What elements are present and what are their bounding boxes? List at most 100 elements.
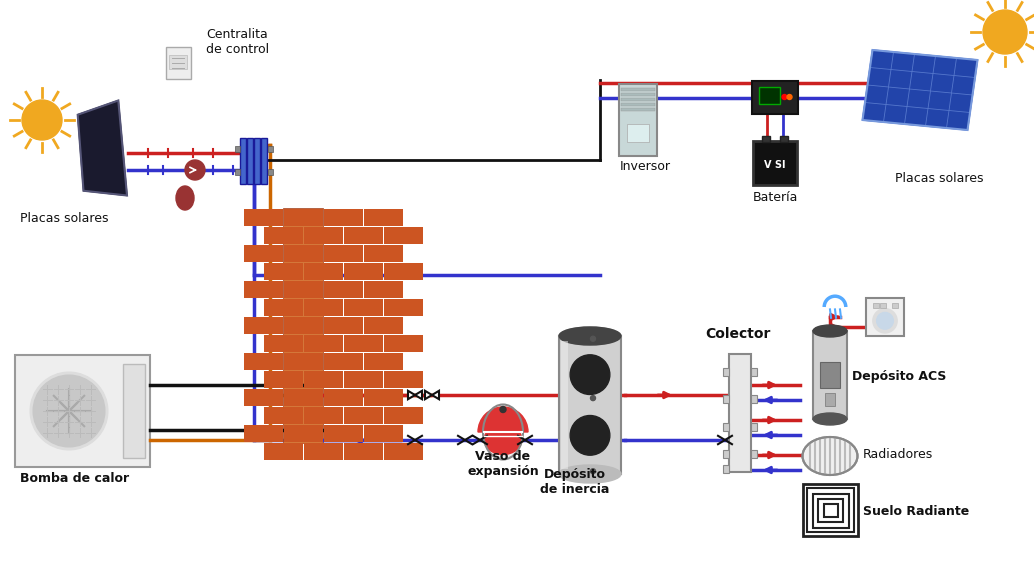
Bar bbox=[304, 371, 342, 388]
Circle shape bbox=[570, 416, 610, 455]
Bar bbox=[304, 299, 342, 316]
Bar bbox=[759, 87, 780, 103]
Bar bbox=[880, 303, 886, 308]
Bar bbox=[723, 423, 729, 431]
Bar bbox=[324, 208, 363, 226]
Bar bbox=[324, 352, 363, 369]
Bar bbox=[243, 424, 282, 441]
Circle shape bbox=[590, 336, 596, 341]
Text: Depósito ACS: Depósito ACS bbox=[852, 370, 946, 383]
Bar bbox=[283, 280, 323, 297]
Bar bbox=[813, 331, 847, 419]
Text: Placas solares: Placas solares bbox=[895, 172, 983, 185]
Bar bbox=[261, 138, 267, 184]
Ellipse shape bbox=[559, 465, 621, 483]
Bar bbox=[324, 244, 363, 262]
Bar bbox=[283, 388, 323, 405]
Ellipse shape bbox=[813, 325, 847, 337]
Bar bbox=[324, 280, 363, 297]
Bar bbox=[283, 244, 323, 262]
Ellipse shape bbox=[483, 404, 523, 460]
Bar bbox=[559, 336, 621, 474]
Bar bbox=[264, 299, 303, 316]
Bar bbox=[304, 227, 342, 243]
Bar bbox=[621, 108, 655, 111]
Bar bbox=[384, 371, 423, 388]
Bar bbox=[723, 368, 729, 376]
Ellipse shape bbox=[559, 327, 621, 345]
Bar bbox=[243, 208, 282, 226]
Circle shape bbox=[873, 309, 898, 333]
Circle shape bbox=[500, 407, 506, 412]
Bar bbox=[304, 335, 342, 352]
Wedge shape bbox=[478, 407, 528, 432]
Polygon shape bbox=[408, 391, 415, 399]
Bar bbox=[621, 103, 655, 106]
Bar bbox=[264, 263, 303, 279]
Bar bbox=[264, 443, 303, 460]
Bar bbox=[264, 335, 303, 352]
Bar bbox=[243, 316, 282, 333]
Bar bbox=[283, 316, 323, 333]
Bar bbox=[170, 55, 187, 70]
Bar bbox=[753, 141, 797, 185]
Bar bbox=[561, 341, 568, 469]
Text: Depósito
de inercia: Depósito de inercia bbox=[541, 468, 610, 496]
Bar bbox=[627, 123, 649, 142]
Ellipse shape bbox=[484, 424, 522, 455]
Polygon shape bbox=[425, 391, 432, 399]
Bar bbox=[780, 136, 788, 142]
Bar bbox=[264, 371, 303, 388]
Bar bbox=[723, 465, 729, 473]
Polygon shape bbox=[78, 100, 127, 195]
Bar bbox=[243, 388, 282, 405]
Circle shape bbox=[30, 372, 108, 450]
Bar bbox=[343, 335, 383, 352]
Bar bbox=[264, 407, 303, 424]
Circle shape bbox=[787, 94, 792, 99]
Bar bbox=[16, 355, 150, 467]
Bar bbox=[820, 362, 841, 388]
Text: Placas solares: Placas solares bbox=[20, 212, 109, 225]
Bar bbox=[891, 303, 898, 308]
Circle shape bbox=[590, 396, 596, 401]
Bar bbox=[364, 280, 402, 297]
Bar bbox=[384, 407, 423, 424]
Bar bbox=[751, 395, 757, 403]
Ellipse shape bbox=[802, 437, 857, 475]
Bar bbox=[283, 352, 323, 369]
Circle shape bbox=[22, 100, 62, 140]
Bar bbox=[384, 227, 423, 243]
Bar bbox=[264, 227, 303, 243]
Bar bbox=[343, 263, 383, 279]
Text: Suelo Radiante: Suelo Radiante bbox=[863, 505, 969, 518]
Bar bbox=[384, 443, 423, 460]
Ellipse shape bbox=[176, 186, 194, 210]
Bar bbox=[283, 208, 323, 443]
Bar bbox=[166, 47, 191, 79]
Circle shape bbox=[590, 469, 596, 474]
Bar bbox=[619, 84, 657, 156]
Bar bbox=[123, 364, 145, 458]
Bar bbox=[235, 146, 240, 152]
Text: Vaso de
expansión: Vaso de expansión bbox=[467, 450, 539, 478]
Text: Radiadores: Radiadores bbox=[863, 448, 934, 461]
Bar bbox=[873, 303, 879, 308]
Bar bbox=[268, 169, 273, 175]
Bar bbox=[729, 354, 751, 472]
Circle shape bbox=[33, 375, 104, 447]
Circle shape bbox=[877, 312, 893, 329]
Bar bbox=[752, 81, 798, 114]
Bar bbox=[384, 299, 423, 316]
Circle shape bbox=[983, 10, 1027, 54]
Bar bbox=[762, 136, 770, 142]
Bar bbox=[240, 138, 246, 184]
Polygon shape bbox=[432, 391, 439, 399]
Bar bbox=[723, 395, 729, 403]
Bar bbox=[751, 423, 757, 431]
Bar bbox=[807, 488, 854, 532]
Bar bbox=[343, 443, 383, 460]
Bar bbox=[364, 244, 402, 262]
Circle shape bbox=[782, 94, 787, 99]
Text: Colector: Colector bbox=[705, 327, 770, 341]
